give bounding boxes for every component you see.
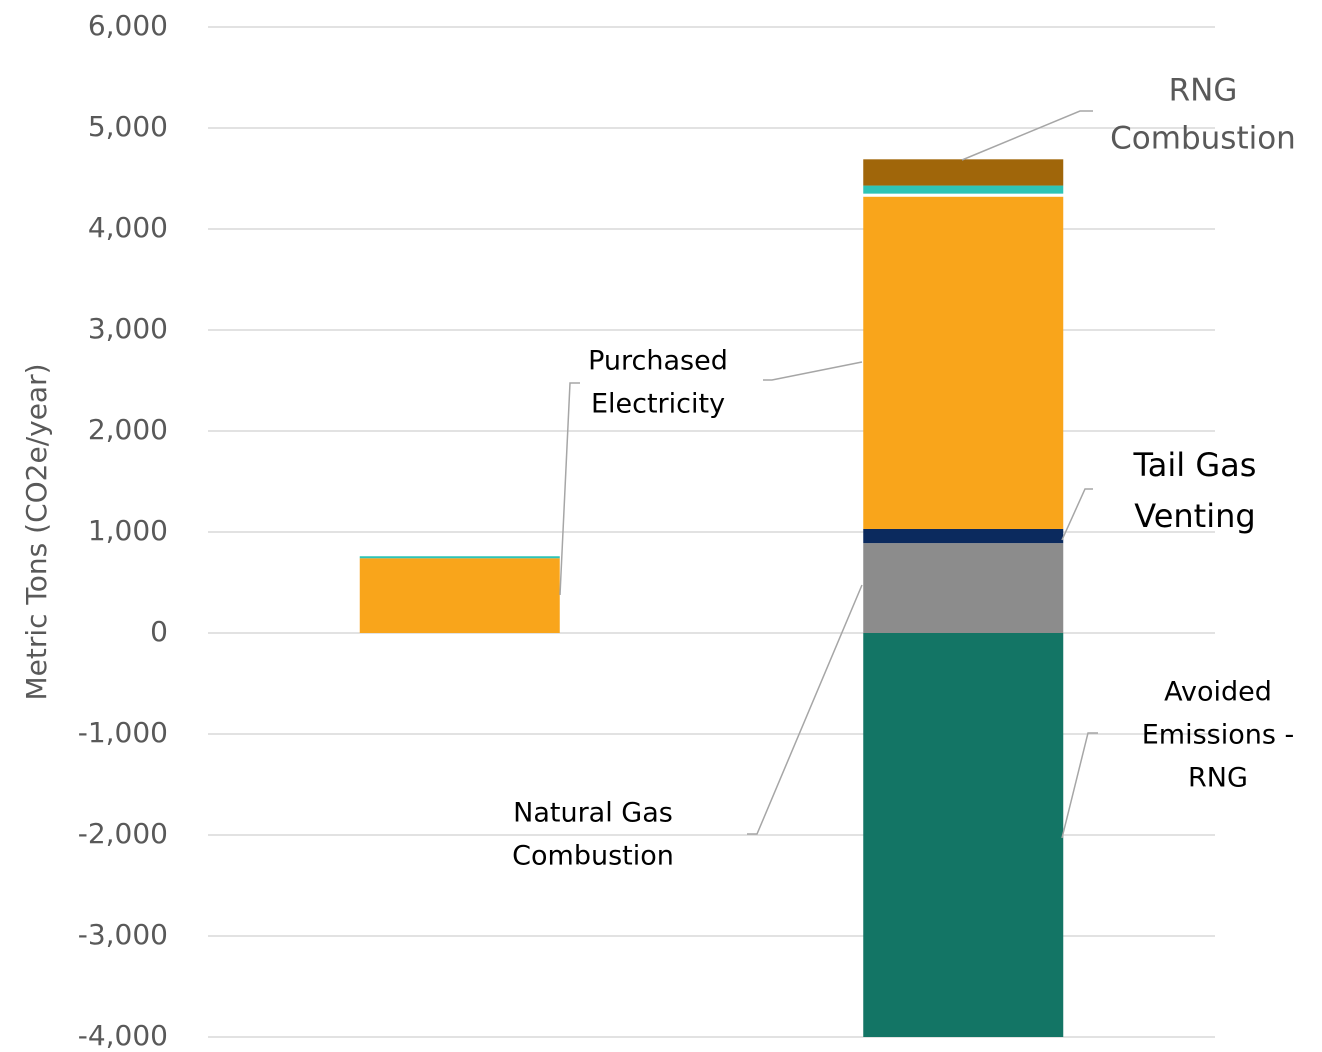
annotation: Electricity (591, 389, 725, 420)
y-tick-label: -1,000 (78, 716, 168, 749)
annotation: Combustion (512, 841, 674, 872)
leader-line (1061, 732, 1098, 839)
annotation: Tail Gas (1133, 446, 1257, 484)
bar-segment (359, 558, 560, 633)
annotation: Venting (1134, 497, 1255, 535)
bar-segment (359, 556, 560, 559)
bar-segment (863, 159, 1064, 186)
annotation: Avoided (1164, 677, 1272, 708)
annotation: Emissions - (1142, 720, 1295, 751)
y-tick-label: 3,000 (88, 312, 168, 345)
bar-segment (863, 193, 1064, 197)
leader-line (559, 382, 580, 596)
y-tick-label: 4,000 (88, 211, 168, 244)
bar-segment (863, 185, 1064, 194)
leader-line (763, 361, 863, 381)
leader-line (1061, 488, 1093, 541)
annotation: RNG (1169, 73, 1238, 109)
y-tick-label: 0 (150, 615, 168, 648)
bar-segment (863, 633, 1064, 1037)
bar-segment (863, 543, 1064, 633)
y-tick-label: -4,000 (78, 1019, 168, 1052)
bar-segment (863, 196, 1064, 529)
y-tick-label: -2,000 (78, 817, 168, 850)
leader-line (747, 584, 863, 835)
annotation: Natural Gas (513, 798, 673, 829)
annotation: Combustion (1110, 121, 1296, 157)
y-tick-label: 6,000 (88, 9, 168, 42)
y-axis-label: Metric Tons (CO2e/year) (20, 363, 53, 700)
y-tick-label: 5,000 (88, 110, 168, 143)
leader-line (961, 110, 1093, 161)
annotation: RNG (1188, 763, 1248, 794)
y-tick-label: 1,000 (88, 514, 168, 547)
bar-segment (863, 528, 1064, 544)
y-tick-label: -3,000 (78, 918, 168, 951)
y-tick-label: 2,000 (88, 413, 168, 446)
annotation: Purchased (588, 346, 728, 377)
